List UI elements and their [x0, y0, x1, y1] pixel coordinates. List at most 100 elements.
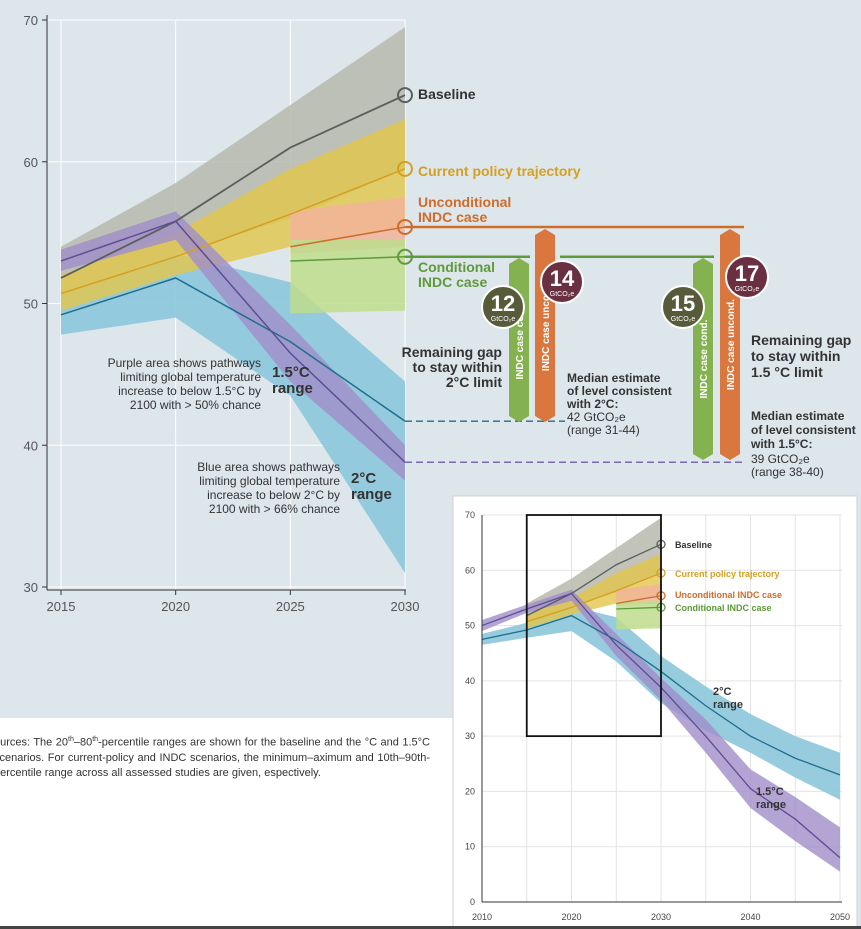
gap-2c-title: 2°C limit — [446, 374, 503, 390]
median-2c-value: (range 31-44) — [567, 423, 640, 437]
median-2c-heading: Median estimate — [567, 371, 661, 385]
inset-x-tick-label: 2050 — [830, 912, 850, 922]
inset-side-background — [857, 496, 861, 929]
median-1-5c-heading: with 1.5°C: — [750, 437, 812, 451]
inset-conditional-line — [616, 606, 662, 610]
median-1-5c-heading: of level consistent — [751, 423, 856, 437]
gap-1-5c-title: 1.5 °C limit — [751, 364, 823, 380]
median-1-5c-value: 39 GtCO₂e — [751, 452, 810, 466]
gap-bar-1-5c-unconditional-label: INDC case uncond. — [726, 299, 737, 390]
label-current-policy: Current policy trajectory — [418, 163, 581, 179]
x-tick-label: 2015 — [47, 599, 76, 614]
inset-y-tick-label: 60 — [465, 565, 475, 575]
gap-circle-12 — [481, 285, 525, 329]
inset-x-tick-label: 2020 — [561, 912, 581, 922]
annotation-purple-note: limiting global temperature — [120, 370, 261, 384]
inset-x-tick-label: 2040 — [740, 912, 760, 922]
y-tick-label: 60 — [24, 155, 38, 170]
inset-label-conditional: Conditional INDC case — [675, 603, 772, 613]
inset-y-tick-label: 10 — [465, 842, 475, 852]
label-unconditional-indc: INDC case — [418, 209, 487, 225]
annotation-blue-note: Blue area shows pathways — [197, 460, 340, 474]
gap-circle-15-value: 15 — [671, 291, 695, 316]
current-policy-line — [60, 168, 406, 295]
current-policy-band — [61, 119, 405, 311]
inset-y-tick-label: 50 — [465, 621, 475, 631]
inset-y-tick-label: 70 — [465, 510, 475, 520]
gap-circle-12-unit: GtCO₂e — [491, 316, 516, 323]
annotation-2c-range: 2°C — [351, 470, 376, 487]
median-2c-heading: of level consistent — [567, 384, 672, 398]
annotation-purple-note: 2100 with > 50% chance — [130, 398, 261, 412]
gap-circle-14-value: 14 — [550, 266, 575, 291]
annotation-purple-note: increase to below 1.5°C by — [118, 384, 261, 398]
label-conditional-indc: Conditional — [418, 259, 495, 275]
gap-circle-15-unit: GtCO₂e — [671, 316, 696, 323]
y-tick-label: 50 — [24, 297, 38, 312]
label-baseline: Baseline — [418, 86, 476, 102]
2c-median-line — [60, 277, 406, 422]
gap-circle-17-unit: GtCO₂e — [735, 286, 760, 293]
inset-current-policy-band — [526, 553, 661, 629]
median-2c-value: 42 GtCO₂e — [567, 410, 626, 424]
gap-circle-14 — [540, 260, 584, 304]
gap-circle-15 — [661, 285, 705, 329]
gap-circle-14-unit: GtCO₂e — [550, 291, 575, 298]
gap-bar-2c-unconditional-label: INDC case uncond. — [541, 280, 552, 371]
1-5c-range-band — [61, 211, 405, 481]
inset-label-1-5c-range: 1.5°C — [756, 786, 784, 798]
gap-bar-2c-conditional-label: INDC case cond. — [515, 300, 526, 379]
inset-y-tick-label: 0 — [470, 897, 475, 907]
annotation-1-5c-range: range — [272, 380, 313, 397]
inset-current-policy-line — [526, 572, 662, 623]
x-tick-label: 2020 — [161, 599, 190, 614]
label-conditional-indc: INDC case — [418, 274, 487, 290]
y-tick-label: 40 — [24, 438, 38, 453]
unconditional-indc-line — [290, 226, 406, 248]
inset-label-unconditional: Unconditional INDC case — [675, 590, 782, 600]
inset-conditional-band — [616, 600, 661, 630]
inset-1-5c-band — [482, 589, 840, 872]
gap-circle-17-value: 17 — [735, 261, 759, 286]
inset-x-tick-label: 2030 — [651, 912, 671, 922]
y-tick-label: 30 — [24, 580, 38, 595]
annotation-1-5c-range: 1.5°C — [272, 364, 310, 381]
inset-y-tick-label: 30 — [465, 731, 475, 741]
inset-label-2c-range: 2°C — [713, 686, 732, 698]
label-unconditional-indc: Unconditional — [418, 194, 511, 210]
gap-bar-1-5c-conditional-label: INDC case cond. — [699, 319, 710, 398]
annotation-purple-note: Purple area shows pathways — [108, 356, 261, 370]
inset-unconditional-line — [616, 595, 662, 605]
series-end-marker — [397, 87, 413, 104]
baseline-line — [60, 94, 406, 279]
inset-chart — [452, 495, 858, 929]
inset-label-current-policy: Current policy trajectory — [675, 569, 780, 579]
median-1-5c-value: (range 38-40) — [751, 465, 824, 479]
conditional-indc-line — [290, 255, 406, 262]
1-5c-median-line — [60, 220, 406, 463]
y-tick-label: 70 — [24, 13, 38, 28]
gap-circle-17 — [725, 255, 769, 299]
x-tick-label: 2025 — [276, 599, 305, 614]
median-2c-heading: with 2°C: — [566, 397, 618, 411]
annotation-blue-note: 2100 with > 66% chance — [209, 502, 340, 516]
inset-baseline-line — [526, 543, 662, 617]
inset-y-tick-label: 20 — [465, 786, 475, 796]
inset-x-tick-label: 2010 — [472, 912, 492, 922]
series-end-marker — [397, 218, 413, 235]
inset-label-baseline: Baseline — [675, 540, 712, 550]
inset-label-1-5c-range: range — [756, 799, 786, 811]
gap-1-5c-title: Remaining gap — [751, 332, 851, 348]
inset-zoom-box — [525, 514, 662, 738]
inset-y-tick-label: 40 — [465, 676, 475, 686]
gap-circle-12-value: 12 — [491, 291, 515, 316]
median-1-5c-heading: Median estimate — [751, 409, 845, 423]
x-tick-label: 2030 — [391, 599, 420, 614]
series-end-marker — [397, 248, 413, 265]
gap-1-5c-title: to stay within — [751, 348, 840, 364]
annotation-blue-note: limiting global temperature — [199, 474, 340, 488]
series-end-marker — [397, 160, 413, 177]
annotation-blue-note: increase to below 2°C by — [207, 488, 340, 502]
